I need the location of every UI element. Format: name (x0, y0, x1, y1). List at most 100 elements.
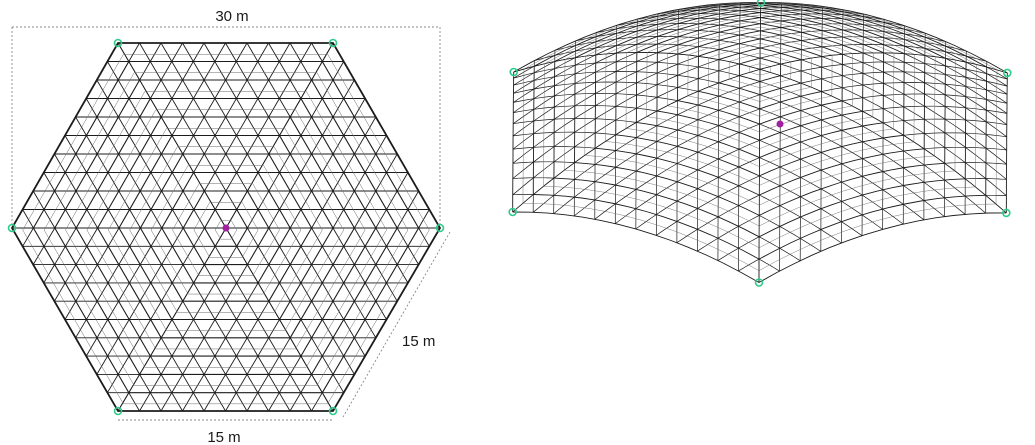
dome-secondary-member (760, 26, 853, 54)
dome-secondary-member (759, 72, 771, 76)
plan-secondary-member (65, 91, 146, 231)
plan-member (418, 209, 430, 229)
dome-ring-member (657, 23, 761, 54)
dome-secondary-member (954, 60, 957, 171)
plan-member (204, 227, 216, 247)
plan-member (139, 246, 238, 412)
plan-secondary-member (327, 229, 430, 404)
dome-diagonal-member (738, 75, 740, 272)
perspective-view (508, 0, 1012, 287)
dome-diagonal-member (759, 94, 966, 215)
dome-secondary-member (606, 10, 761, 55)
plan-secondary-member (316, 72, 409, 231)
dome-diagonal-member (596, 23, 761, 33)
dome-diagonal-member (759, 123, 925, 221)
plan-member (75, 98, 151, 229)
plan-secondary-member (273, 146, 323, 231)
support-node-icon (1002, 68, 1012, 78)
dome-diagonal-member (554, 36, 761, 51)
plan-member (171, 42, 226, 136)
dome-diagonal-member (842, 9, 844, 55)
plan-member (161, 172, 195, 229)
plan-member (161, 227, 195, 284)
plan-member (75, 227, 151, 357)
dome-diagonal-member (677, 9, 679, 54)
support-node-icon (113, 406, 123, 416)
dome-secondary-member (758, 203, 997, 271)
plan-member (117, 42, 227, 229)
plan-member (182, 42, 259, 173)
plan-secondary-member (172, 183, 200, 231)
plan-secondary-member (129, 146, 178, 231)
support-node-icon (508, 207, 518, 217)
dome-secondary-member (605, 141, 760, 186)
dome-ring-member (656, 110, 760, 141)
dome-diagonal-member (800, 3, 803, 60)
dome-secondary-member (646, 116, 760, 150)
dome-secondary-member (760, 14, 895, 54)
perspective-grid-members (512, 1, 1008, 283)
plan-member (311, 42, 323, 62)
dome-secondary-member (872, 52, 874, 117)
dome-diagonal-member (820, 91, 822, 252)
plan-member (107, 61, 205, 229)
dome-secondary-member (759, 116, 873, 150)
dome-secondary-member (584, 155, 760, 206)
plan-member (375, 172, 409, 229)
dome-secondary-member (729, 78, 760, 89)
dome-secondary-member (934, 56, 936, 156)
dome-secondary-member (759, 78, 791, 89)
dome-ring-member (532, 66, 535, 195)
dome-diagonal-member (513, 71, 719, 86)
dome-secondary-member (759, 170, 956, 227)
dome-secondary-member (975, 64, 977, 187)
plan-member (375, 227, 409, 284)
plan-member (118, 135, 173, 229)
dome-ring-member (759, 57, 781, 65)
dome-ring-member (1005, 72, 1008, 213)
support-node-icon (435, 223, 445, 233)
dome-diagonal-member (635, 122, 637, 229)
plan-member (268, 227, 355, 375)
plan-member (311, 227, 398, 375)
dome-diagonal-member (799, 83, 802, 261)
plan-member (160, 264, 248, 412)
plan-secondary-member (22, 54, 124, 231)
plan-supports (7, 38, 445, 416)
plan-member (32, 61, 130, 229)
plan-member (96, 79, 184, 229)
plan-member (85, 98, 163, 229)
plan-member (43, 172, 77, 229)
support-node-icon (756, 0, 766, 7)
plan-secondary-member (108, 229, 167, 331)
dome-secondary-member (708, 43, 761, 59)
plan-secondary-member (86, 229, 157, 350)
dome-secondary-member (544, 2, 761, 64)
plan-secondary-member (215, 229, 221, 240)
dome-secondary-member (913, 54, 915, 142)
dome-ring-member (635, 52, 638, 123)
dome-secondary-member (760, 34, 833, 56)
plan-member (107, 227, 205, 393)
dome-secondary-member (760, 10, 915, 55)
dome-secondary-member (563, 59, 566, 171)
hexagon-edge (10, 42, 442, 412)
dome-ring-member (758, 194, 986, 260)
plan-member (128, 392, 140, 412)
dome-diagonal-member (655, 111, 658, 236)
plan-secondary-member (327, 54, 430, 231)
dome-diagonal-member (861, 111, 863, 236)
dome-secondary-member (605, 53, 607, 142)
plan-member (257, 227, 291, 284)
dome-ring-member (903, 53, 905, 136)
plan-member (332, 227, 387, 320)
dome-ring-member (758, 212, 1007, 283)
dome-secondary-member (564, 4, 761, 60)
dome-secondary-member (543, 185, 760, 248)
dome-ring-member (533, 1, 761, 67)
plan-secondary-member (193, 229, 211, 258)
dome-ring-member (512, 211, 760, 283)
plan-secondary-member (252, 183, 280, 231)
plan-secondary-member (263, 165, 302, 231)
